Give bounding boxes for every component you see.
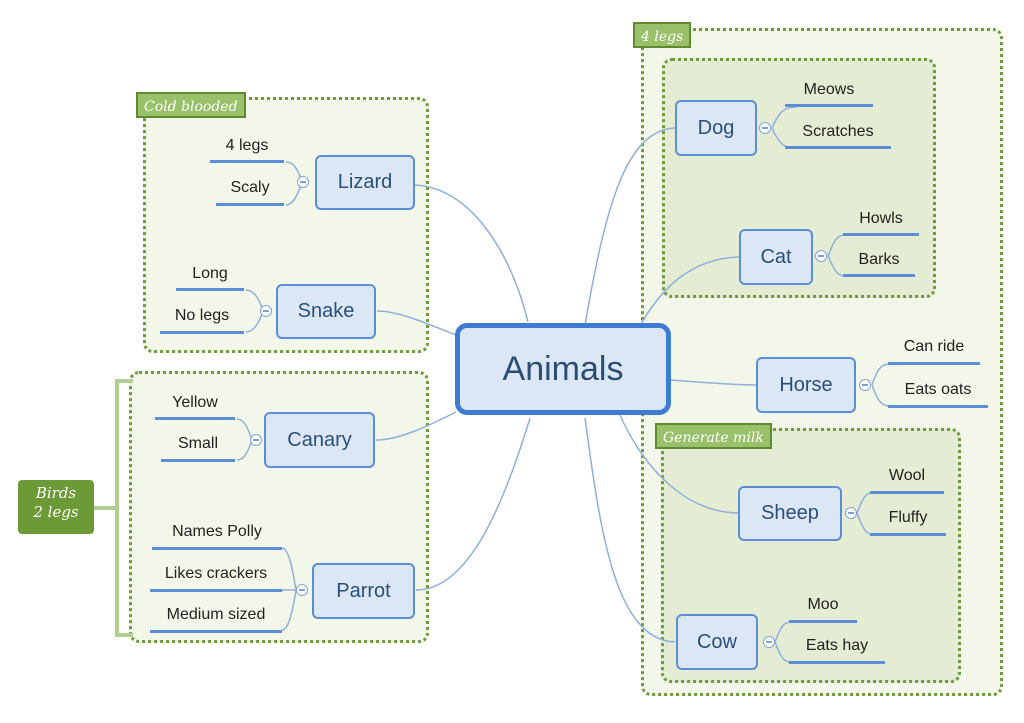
leaf-cat-barks[interactable]: Barks	[843, 248, 915, 277]
topic-lizard[interactable]: Lizard	[315, 155, 415, 210]
connector-canary	[375, 411, 457, 441]
connector-dog	[584, 127, 676, 326]
leaf-canary-small[interactable]: Small	[161, 432, 235, 462]
leaf-lizard-4-legs[interactable]: 4 legs	[210, 134, 284, 163]
collapse-lizard-icon[interactable]	[297, 176, 309, 188]
topic-parrot[interactable]: Parrot	[312, 563, 415, 619]
topic-sheep[interactable]: Sheep	[738, 486, 842, 541]
cold-blooded-tag: Cold blooded	[136, 92, 246, 118]
topic-canary[interactable]: Canary	[264, 412, 375, 468]
leaf-sheep-wool[interactable]: Wool	[870, 464, 944, 494]
birds-tag: Birds 2 legs	[18, 480, 94, 534]
birds-tag-line1: Birds	[35, 484, 77, 502]
topic-horse[interactable]: Horse	[756, 357, 856, 413]
birds-bracket-stem	[92, 506, 117, 510]
leaf-canary-yellow[interactable]: Yellow	[155, 391, 235, 420]
connector-sheep	[619, 414, 739, 514]
birds-bracket	[115, 379, 133, 637]
collapse-horse-icon[interactable]	[859, 379, 871, 391]
leaf-parrot-medium-sized[interactable]: Medium sized	[150, 603, 282, 633]
connector-cow	[584, 417, 676, 643]
leaf-lizard-scaly[interactable]: Scaly	[216, 176, 284, 206]
leaf-parrot-likes-crackers[interactable]: Likes crackers	[150, 562, 282, 592]
leaf-horse-can-ride[interactable]: Can ride	[888, 335, 980, 365]
leaf-sheep-fluffy[interactable]: Fluffy	[870, 506, 946, 536]
connector-parrot	[415, 417, 531, 591]
connector-cat	[639, 256, 741, 327]
collapse-parrot-icon[interactable]	[296, 584, 308, 596]
connector-lizard	[414, 184, 529, 323]
connector-snake	[376, 310, 457, 336]
four-legs-tag: 4 legs	[633, 22, 692, 48]
leaf-snake-no-legs[interactable]: No legs	[160, 304, 244, 334]
leaf-cow-eats-hay[interactable]: Eats hay	[789, 634, 885, 664]
topic-cow[interactable]: Cow	[676, 614, 758, 670]
leaf-dog-meows[interactable]: Meows	[785, 78, 873, 107]
topic-snake[interactable]: Snake	[276, 284, 376, 339]
collapse-canary-icon[interactable]	[250, 434, 262, 446]
collapse-sheep-icon[interactable]	[845, 507, 857, 519]
leaf-horse-eats-oats[interactable]: Eats oats	[888, 378, 988, 408]
leaf-parrot-names-polly[interactable]: Names Polly	[152, 520, 282, 550]
collapse-snake-icon[interactable]	[260, 305, 272, 317]
collapse-dog-icon[interactable]	[759, 122, 771, 134]
leaf-snake-long[interactable]: Long	[176, 262, 244, 291]
leaf-dog-scratches[interactable]: Scratches	[785, 120, 891, 149]
central-topic-animals[interactable]: Animals	[455, 323, 671, 415]
connector-horse	[669, 379, 757, 386]
birds-tag-line2: 2 legs	[33, 503, 79, 521]
leaf-cow-moo[interactable]: Moo	[789, 593, 857, 623]
collapse-cow-icon[interactable]	[763, 636, 775, 648]
leaf-cat-howls[interactable]: Howls	[843, 207, 919, 236]
topic-cat[interactable]: Cat	[739, 229, 813, 285]
generate-milk-tag: Generate milk	[655, 423, 772, 449]
topic-dog[interactable]: Dog	[675, 100, 757, 156]
collapse-cat-icon[interactable]	[815, 250, 827, 262]
